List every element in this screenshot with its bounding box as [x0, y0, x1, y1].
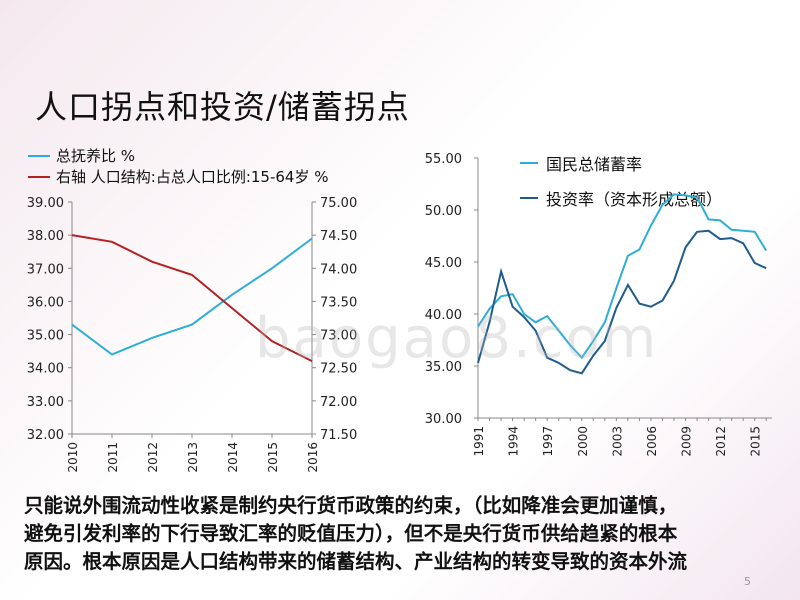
x-tick-label: 2015	[266, 442, 280, 473]
slide-title: 人口拐点和投资/储蓄拐点	[35, 88, 410, 126]
x-tick-label: 2016	[306, 442, 320, 473]
y-tick-label: 40.00	[425, 308, 462, 323]
legend-item-savings-rate: 国民总储蓄率	[520, 151, 642, 175]
x-tick-label: 1991	[472, 426, 486, 457]
series-line-dependency-ratio	[71, 237, 313, 356]
x-tick-label: 2000	[576, 426, 590, 457]
legend-item-working-age: 右轴 人口结构:占总人口比例:15-64岁 %	[28, 166, 328, 187]
right-y-tick-label: 73.00	[320, 329, 357, 344]
legend-swatch-cyan	[520, 162, 538, 164]
legend-label: 右轴 人口结构:占总人口比例:15-64岁 %	[56, 168, 329, 186]
left-y-tick-label: 38.00	[27, 229, 64, 244]
left-y-tick-label: 39.00	[27, 196, 64, 211]
chart-savings-investment: 30.00 35.00 40.00 45.00 50.00 55.00 1991 1994 19…	[425, 152, 772, 457]
x-tick-label: 1994	[507, 426, 521, 457]
legend-label: 国民总储蓄率	[546, 155, 643, 174]
left-y-tick-label: 33.00	[27, 395, 64, 410]
left-y-tick-label: 37.00	[27, 262, 64, 277]
body-line: 只能说外围流动性收紧是制约央行货币政策的约束，（比如降准会更加谨慎，	[24, 494, 678, 517]
right-y-tick-label: 74.50	[320, 229, 357, 244]
y-tick-label: 45.00	[425, 256, 462, 271]
left-y-tick-label: 32.00	[27, 428, 64, 443]
x-tick-label: 2009	[680, 426, 694, 457]
x-tick-label: 2015	[749, 426, 763, 457]
x-tick-label: 2013	[186, 442, 200, 473]
legend-swatch-red	[28, 175, 50, 178]
left-y-tick-label: 34.00	[27, 362, 64, 377]
left-y-tick-label: 35.00	[27, 329, 64, 344]
right-y-tick-label: 72.00	[320, 395, 357, 410]
x-tick-label: 2011	[106, 442, 120, 473]
x-tick-label: 2014	[226, 442, 240, 473]
legend-swatch-navy	[520, 197, 538, 199]
right-y-tick-label: 72.50	[320, 362, 357, 377]
x-tick-label: 2012	[714, 426, 728, 457]
left-y-tick-label: 36.00	[27, 295, 64, 310]
watermark: baogao8.com	[255, 306, 659, 371]
legend-label: 总抚养比 %	[56, 147, 136, 165]
body-line: 避免引发利率的下行导致汇率的贬值压力），但不是央行货币供给趋紧的根本	[24, 522, 678, 545]
body-text: 只能说外围流动性收紧是制约央行货币政策的约束，（比如降准会更加谨慎， 避免引发利…	[24, 492, 794, 576]
legend-swatch-cyan	[28, 154, 50, 157]
right-y-tick-label: 74.00	[320, 262, 357, 277]
right-y-tick-label: 71.50	[320, 428, 357, 443]
right-y-tick-label: 75.00	[320, 196, 357, 211]
legend-item-dependency-ratio: 总抚养比 %	[28, 145, 135, 166]
x-tick-label: 2006	[645, 426, 659, 457]
right-y-tick-label: 73.50	[320, 295, 357, 310]
y-tick-label: 30.00	[425, 412, 462, 427]
y-tick-label: 50.00	[425, 204, 462, 219]
x-tick-label: 2003	[610, 426, 624, 457]
x-tick-label: 2010	[66, 442, 80, 473]
y-tick-label: 55.00	[425, 152, 462, 167]
x-tick-label: 1997	[541, 426, 555, 457]
series-line-working-age-share	[71, 234, 313, 362]
body-line: 原因。根本原因是人口结构带来的储蓄结构、产业结构的转变导致的资本外流	[24, 550, 688, 573]
chart-population-dependency: 32.00 33.00 34.00 35.00 36.00 37.00 38.00 39.00…	[27, 196, 357, 473]
x-tick-label: 2012	[146, 442, 160, 473]
series-line-investment-rate	[477, 229, 767, 375]
y-tick-label: 35.00	[425, 360, 462, 375]
series-line-savings-rate	[477, 193, 768, 360]
page-number: 5	[744, 575, 751, 588]
